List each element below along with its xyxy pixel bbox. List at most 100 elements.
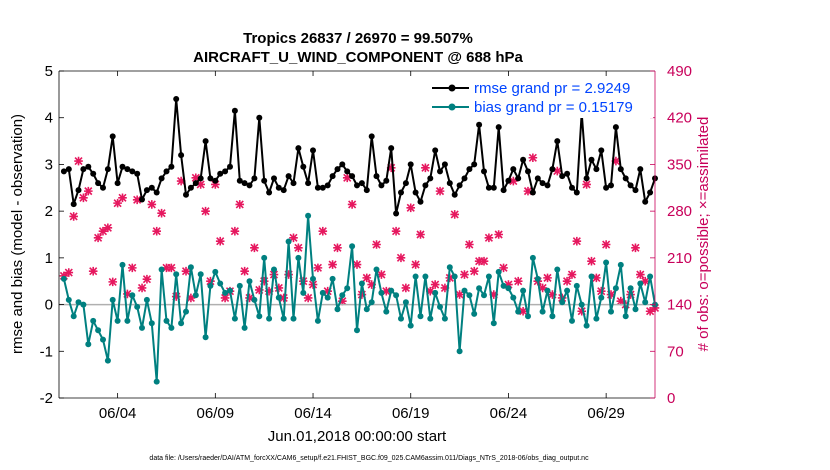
bias-point (70, 313, 77, 320)
obs-marker (469, 266, 479, 276)
obs-marker (123, 289, 132, 299)
rmse-point (466, 166, 473, 173)
bias-point (197, 271, 204, 278)
obs-marker (523, 186, 533, 196)
obs-marker (636, 270, 645, 279)
rmse-point (217, 170, 224, 177)
rmse-point (510, 166, 517, 173)
y-right-tick-label: 350 (667, 156, 692, 173)
bias-point (100, 336, 106, 343)
obs-marker (543, 273, 552, 283)
obs-marker (474, 256, 484, 266)
rmse-point (192, 180, 199, 187)
rmse-point (393, 210, 400, 217)
bias-point (173, 271, 180, 278)
legend-bias-marker (432, 103, 469, 111)
obs-marker (401, 283, 411, 293)
bias-point (407, 322, 414, 329)
rmse-point (637, 166, 644, 173)
bias-point (622, 313, 629, 320)
y-tick-label: 5 (45, 63, 53, 80)
obs-marker (562, 276, 572, 286)
rmse-point (324, 182, 331, 189)
obs-marker (396, 253, 406, 263)
obs-marker (93, 233, 103, 243)
rmse-point (368, 133, 375, 140)
bias-point (573, 282, 580, 289)
rmse-point (90, 170, 97, 177)
obs-marker (137, 283, 147, 293)
bias-point (451, 273, 458, 280)
bias-point (632, 306, 639, 313)
rmse-point (271, 175, 277, 182)
bias-point (569, 317, 575, 324)
rmse-point (598, 147, 605, 154)
rmse-point (539, 180, 546, 187)
rmse-point (197, 175, 204, 182)
bias-point (300, 289, 307, 296)
rmse-point (187, 184, 194, 191)
bias-point (525, 313, 531, 320)
bias-point (441, 315, 448, 322)
rmse-point (534, 175, 541, 182)
obs-marker (88, 266, 98, 276)
bias-point (598, 294, 605, 301)
y-tick-label: -2 (40, 390, 53, 407)
bias-point (275, 294, 282, 301)
obs-marker (347, 200, 357, 209)
obs-marker (611, 156, 621, 166)
bias-point (183, 308, 189, 315)
bias-point (187, 264, 194, 271)
bias-point (143, 296, 150, 303)
y-right-tick-label: 210 (667, 250, 692, 267)
obs-marker (254, 285, 264, 295)
rmse-point (525, 168, 531, 175)
obs-marker (640, 276, 650, 286)
obs-markers (59, 153, 660, 316)
rmse-point (632, 187, 639, 194)
bias-point (217, 280, 224, 287)
obs-marker (74, 156, 83, 166)
obs-marker (421, 163, 430, 173)
rmse-point (334, 166, 341, 173)
obs-marker (201, 206, 210, 216)
y-right-tick-label: 420 (667, 110, 692, 127)
bias-point (280, 315, 287, 322)
rmse-point (544, 182, 551, 189)
chart-subtitle: AIRCRAFT_U_WIND_COMPONENT @ 688 hPa (193, 49, 523, 66)
obs-marker (289, 233, 298, 243)
bias-point (324, 294, 331, 301)
chart-title: Tropics 26837 / 26970 = 99.507% (243, 30, 473, 47)
bias-point (246, 278, 253, 285)
bias-point (305, 212, 312, 219)
obs-marker (230, 226, 240, 236)
rmse-point (485, 184, 492, 191)
obs-marker (196, 180, 205, 189)
rmse-point (363, 187, 370, 194)
rmse-point (236, 177, 243, 184)
bias-point (168, 324, 175, 331)
rmse-point (622, 175, 629, 182)
rmse-point (608, 182, 614, 189)
obs-marker (548, 290, 557, 299)
rmse-point (290, 180, 297, 187)
bias-point (437, 303, 443, 310)
rmse-point (119, 163, 126, 170)
bias-point (427, 315, 434, 322)
rmse-point (564, 170, 571, 177)
rmse-point (432, 147, 439, 154)
rmse-point (573, 189, 580, 196)
obs-marker (572, 236, 582, 246)
bias-point (549, 313, 556, 320)
bias-point (266, 315, 273, 322)
footnote: data file: /Users/raeder/DAI/ATM_forcXX/… (149, 455, 589, 462)
bias-point (80, 301, 87, 308)
bias-point (559, 299, 566, 306)
obs-marker (587, 256, 596, 266)
bias-point (422, 273, 429, 280)
obs-marker (147, 200, 157, 209)
rmse-point (476, 121, 483, 128)
obs-marker (186, 293, 196, 303)
bias-point (412, 273, 419, 280)
y-right-tick-label: 70 (667, 343, 684, 360)
